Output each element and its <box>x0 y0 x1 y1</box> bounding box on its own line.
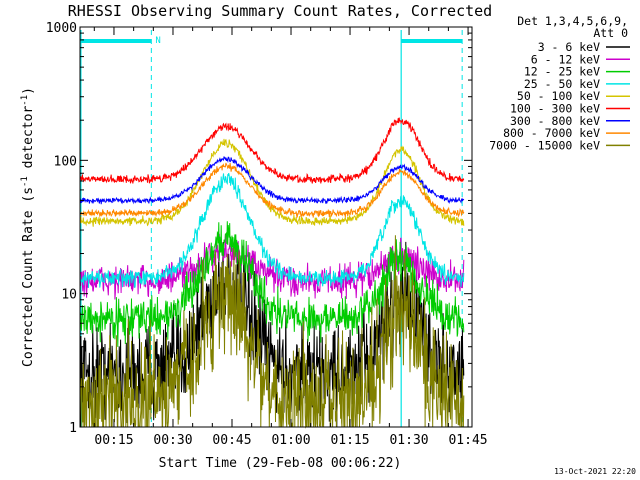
legend-label-3: 25 - 50 keV <box>524 77 600 91</box>
y-axis-label: Corrected Count Rate (s-1 detector-1) <box>20 87 36 367</box>
legend-label-6: 300 - 800 keV <box>510 114 600 128</box>
legend-label-8: 7000 - 15000 keV <box>489 138 600 152</box>
legend-header-line1: Det 1,3,4,5,6,9, <box>517 14 628 28</box>
chart-title: RHESSI Observing Summary Count Rates, Co… <box>68 2 492 20</box>
plot-frame <box>79 26 473 428</box>
series-line-5 <box>79 117 465 184</box>
legend-label-0: 3 - 6 keV <box>538 40 600 54</box>
legend-label-5: 100 - 300 keV <box>510 102 600 116</box>
legend-label-4: 50 - 100 keV <box>517 89 600 103</box>
x-tick-label-3: 01:00 <box>271 433 310 448</box>
series-line-2 <box>79 221 465 347</box>
x-tick-label-0: 00:15 <box>94 433 133 448</box>
y-tick-label-2: 100 <box>54 154 77 169</box>
axes: 1 10 100 1000 00:15 00:30 00:45 01:00 01:15 01:30… <box>46 21 488 448</box>
y-axis-label-exp1: -1 <box>20 176 30 187</box>
legend-header-line2: Att 0 <box>593 26 628 40</box>
legend-label-1: 6 - 12 keV <box>531 52 600 66</box>
legend-label-7: 800 - 7000 keV <box>503 126 600 140</box>
x-tick-label-4: 01:15 <box>330 433 369 448</box>
marker-top-bar-label: N <box>155 36 160 46</box>
x-tick-label-2: 00:45 <box>212 433 251 448</box>
series-line-8 <box>79 235 465 429</box>
series-lines <box>79 117 465 429</box>
marker-top-bar-1 <box>401 39 463 43</box>
legend-label-2: 12 - 25 keV <box>524 65 600 79</box>
marker-top-bar-0 <box>80 39 152 43</box>
y-tick-label-1: 10 <box>61 288 77 303</box>
footer-timestamp: 13-Oct-2021 22:20 <box>554 467 636 476</box>
y-axis-label-main: Corrected Count Rate (s <box>21 187 36 367</box>
y-tick-label-0: 1 <box>69 421 77 436</box>
y-tick-label-3: 1000 <box>46 21 77 36</box>
y-axis-label-exp2: -1 <box>20 95 30 106</box>
series-line-4 <box>79 138 465 227</box>
x-tick-label-6: 01:45 <box>448 433 487 448</box>
y-axis-label-mid: detector <box>21 106 36 177</box>
x-axis-label: Start Time (29-Feb-08 00:06:22) <box>159 456 402 471</box>
x-tick-label-1: 00:30 <box>153 433 192 448</box>
y-axis-label-end: ) <box>21 87 36 95</box>
series-line-7 <box>79 162 465 218</box>
series-line-3 <box>79 172 465 288</box>
x-tick-label-5: 01:30 <box>389 433 428 448</box>
series-line-6 <box>79 156 465 205</box>
